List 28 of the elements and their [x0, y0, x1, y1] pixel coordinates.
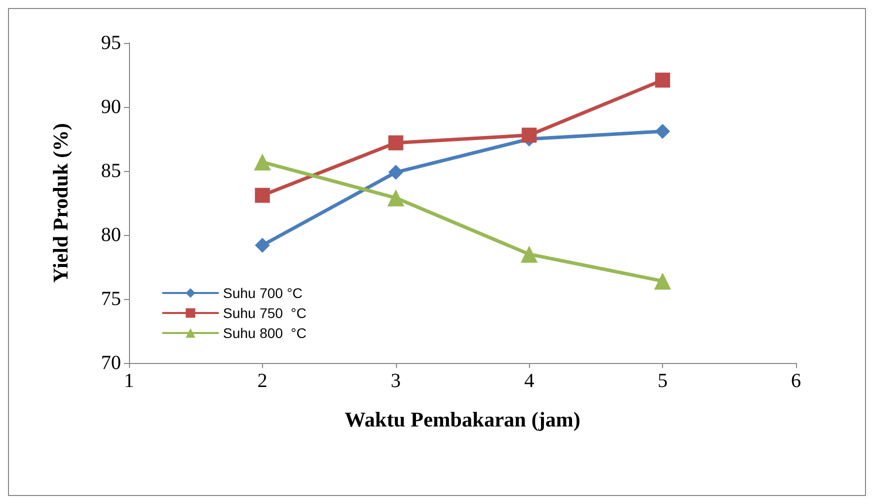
point	[388, 135, 404, 150]
y-axis-title: Yield Produk (%)	[48, 123, 72, 283]
legend-label: Suhu 700 °C	[223, 285, 303, 301]
point	[655, 72, 670, 88]
legend-label: Suhu 800 °C	[223, 325, 306, 341]
point	[520, 246, 538, 263]
point	[254, 188, 270, 203]
point	[254, 154, 271, 171]
x-tick-label: 3	[390, 370, 401, 392]
x-tick-label: 1	[124, 370, 134, 392]
point	[388, 164, 404, 180]
point	[522, 128, 537, 143]
x-tick-label: 4	[524, 370, 534, 392]
point	[654, 272, 672, 290]
y-tick-label: 95	[101, 32, 121, 54]
x-tick-label: 5	[658, 370, 668, 392]
legend-label: Suhu 750 °C	[223, 305, 306, 321]
point	[655, 124, 670, 139]
y-tick-label: 80	[101, 224, 121, 246]
point	[254, 238, 270, 253]
y-tick-label: 75	[101, 288, 121, 310]
x-tick-label: 2	[257, 370, 268, 392]
y-tick-label: 70	[101, 352, 121, 374]
x-tick-label: 6	[791, 370, 801, 392]
y-tick-label: 90	[101, 96, 121, 118]
x-axis-title: Waktu Pembakaran (jam)	[344, 408, 580, 432]
point	[387, 189, 404, 206]
y-tick-label: 85	[101, 160, 121, 182]
